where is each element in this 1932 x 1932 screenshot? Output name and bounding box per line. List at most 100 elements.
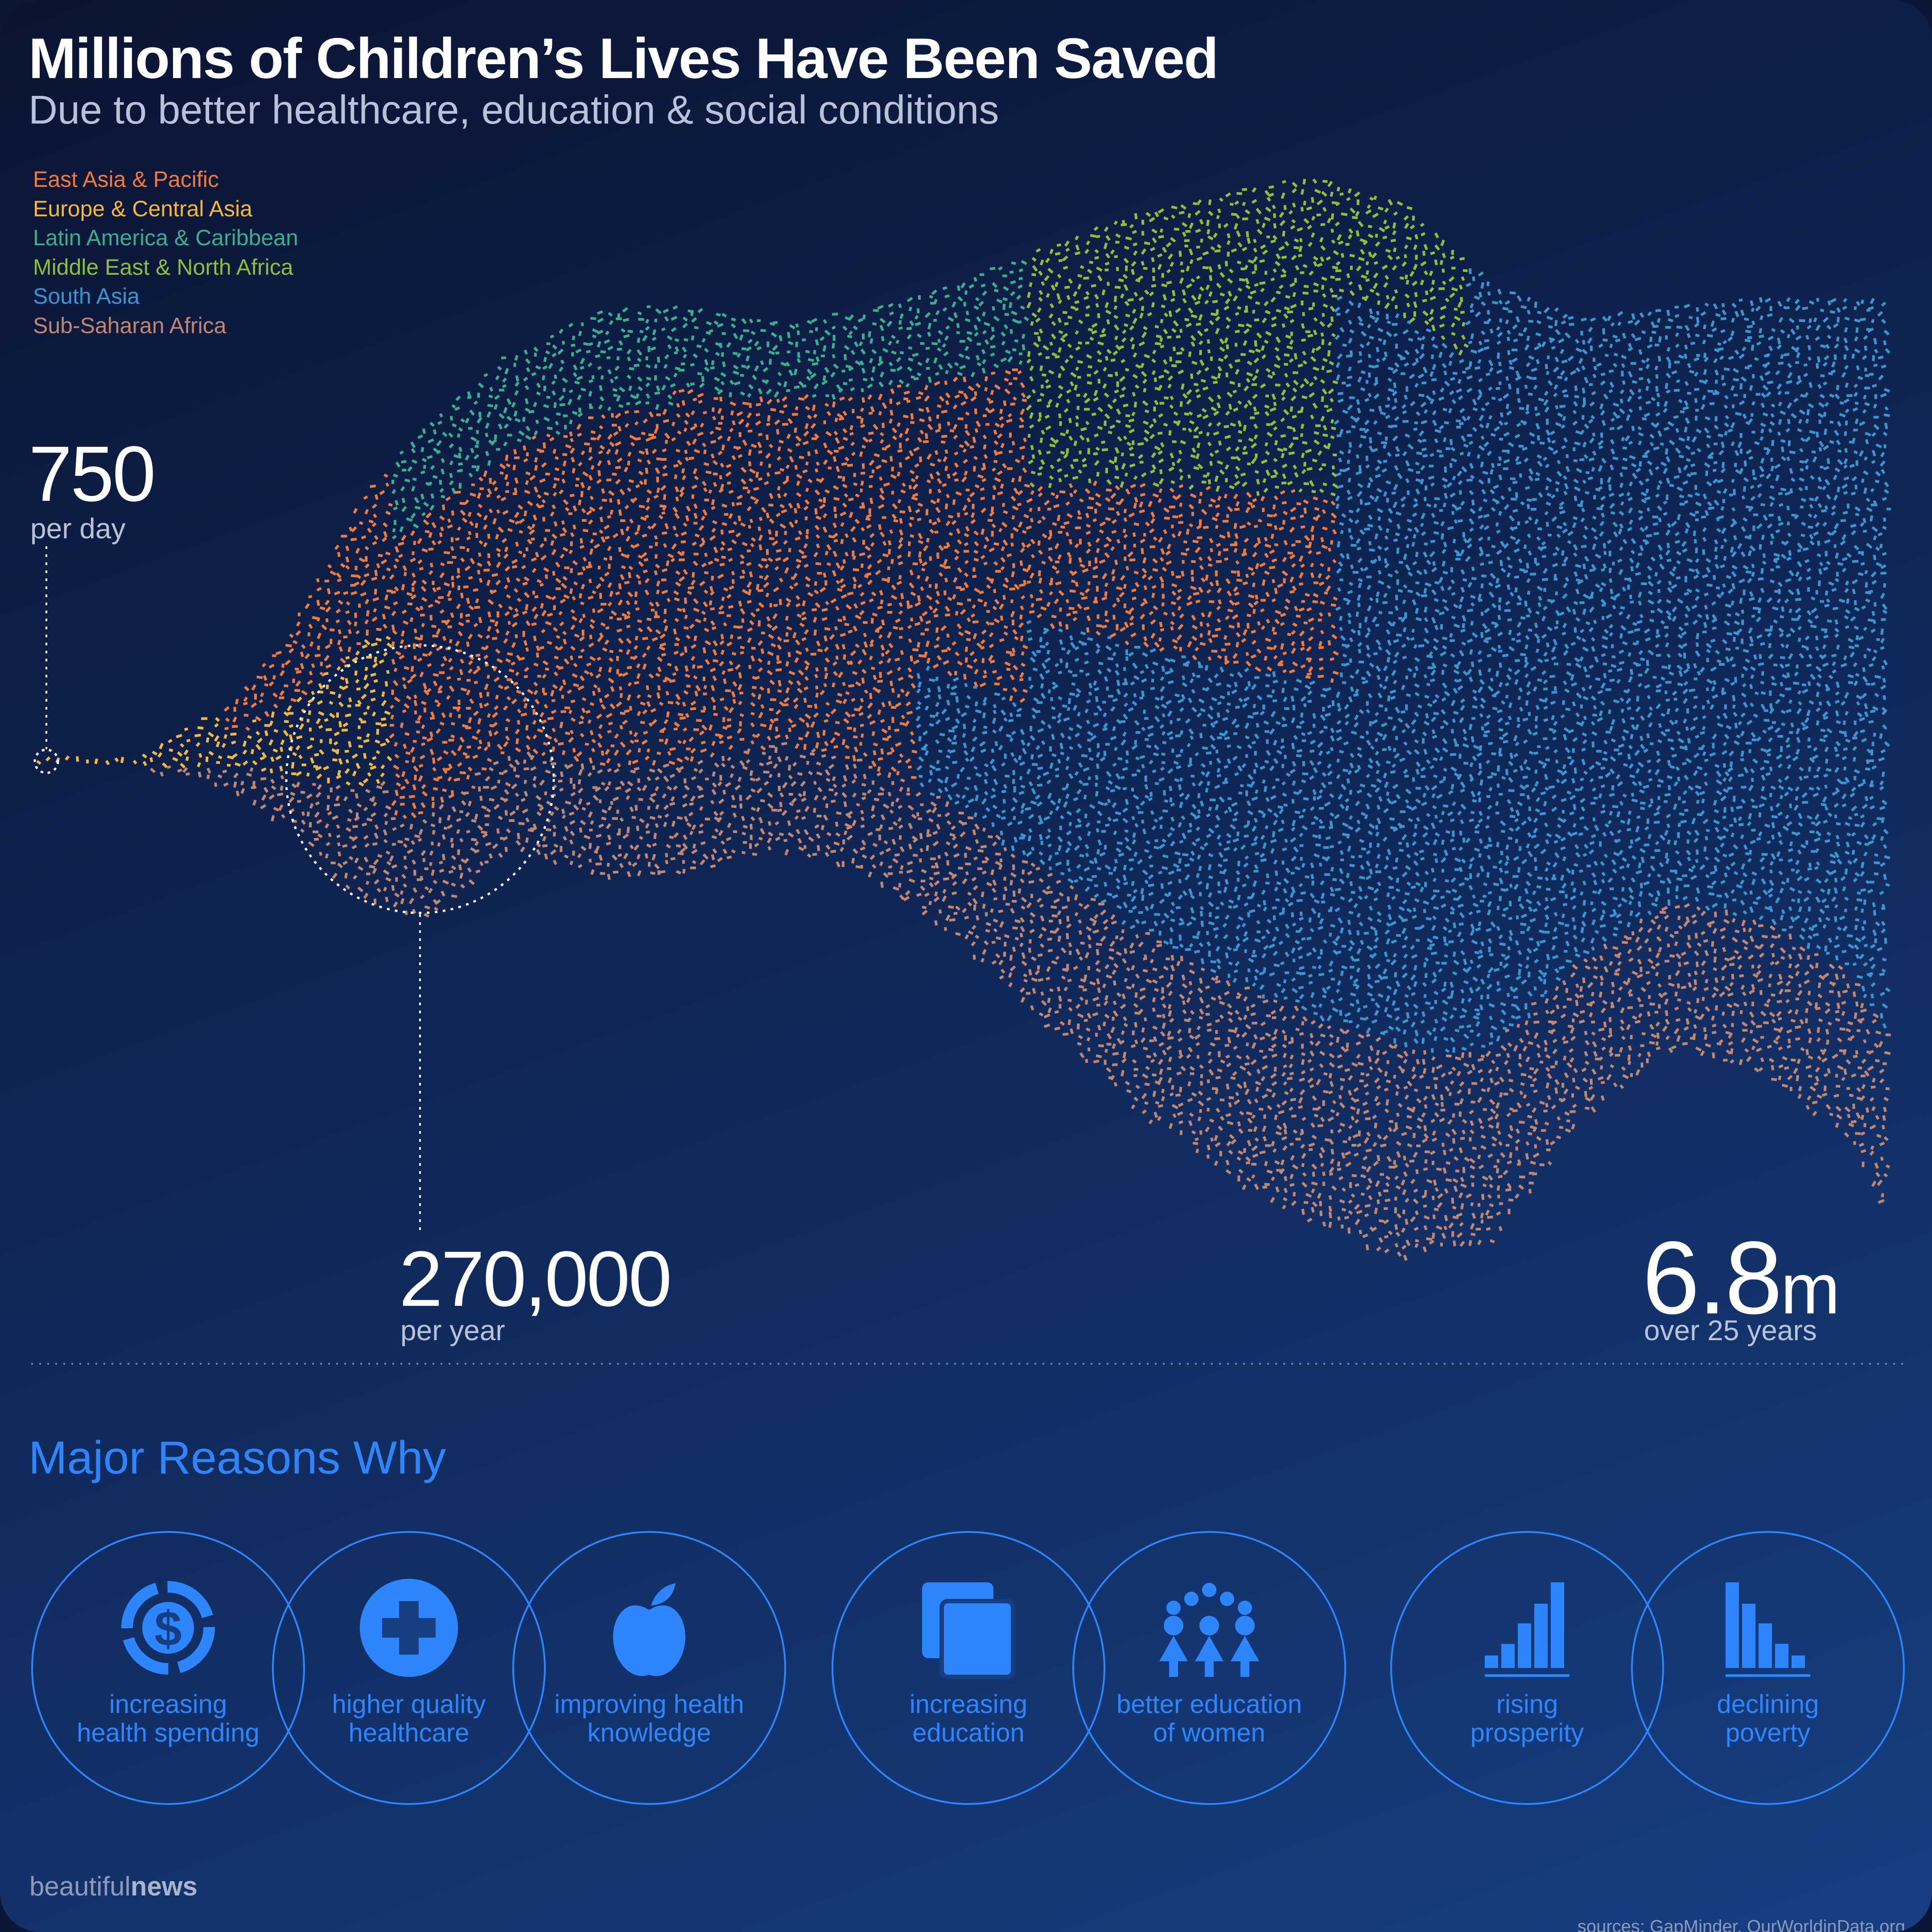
child-dot: [797, 838, 802, 844]
child-dot: [530, 766, 536, 771]
child-dot: [851, 698, 855, 702]
child-dot: [413, 870, 416, 875]
child-dot: [634, 767, 639, 771]
child-dot: [935, 719, 941, 725]
child-dot: [552, 825, 556, 829]
child-dot: [916, 765, 922, 771]
child-dot: [750, 824, 753, 830]
child-dot: [822, 730, 825, 736]
child-dot: [654, 318, 657, 322]
child-dot: [951, 749, 956, 753]
child-dot: [850, 387, 855, 392]
child-dot: [641, 432, 646, 435]
child-dot: [986, 584, 991, 589]
child-dot: [526, 745, 530, 750]
child-dot: [1059, 743, 1063, 749]
child-dot: [960, 401, 967, 406]
child-dot: [347, 818, 351, 822]
child-dot: [650, 816, 655, 820]
child-dot: [619, 387, 625, 392]
child-dot: [543, 761, 547, 764]
child-dot: [831, 800, 836, 803]
child-dot: [577, 412, 583, 417]
child-dot: [573, 372, 577, 377]
child-dot: [149, 757, 153, 762]
child-dot: [1028, 880, 1034, 883]
child-dot: [993, 779, 998, 785]
child-dot: [637, 349, 643, 355]
child-dot: [338, 721, 342, 727]
child-dot: [912, 353, 919, 357]
child-dot: [667, 663, 671, 666]
child-dot: [487, 758, 492, 762]
child-dot: [636, 663, 641, 668]
child-dot: [152, 751, 158, 755]
child-dot: [589, 672, 593, 677]
child-dot: [935, 450, 939, 455]
child-dot: [667, 553, 674, 558]
child-dot: [572, 850, 575, 855]
child-dot: [993, 589, 996, 593]
child-dot: [607, 874, 611, 880]
child-dot: [825, 551, 828, 556]
child-dot: [861, 349, 866, 355]
child-dot: [1030, 912, 1035, 917]
child-dot: [524, 667, 529, 672]
child-dot: [667, 335, 672, 340]
child-dot: [372, 711, 376, 716]
child-dot: [292, 783, 297, 788]
child-dot: [934, 614, 938, 617]
child-dot: [733, 830, 737, 833]
child-dot: [973, 456, 978, 460]
child-dot: [653, 833, 657, 839]
child-dot: [1030, 594, 1034, 599]
child-dot: [1067, 316, 1072, 319]
child-dot: [938, 364, 943, 370]
child-dot: [947, 820, 952, 825]
child-dot: [357, 736, 362, 739]
child-dot: [916, 893, 922, 897]
child-dot: [835, 822, 839, 826]
child-dot: [325, 580, 330, 583]
child-dot: [750, 612, 756, 617]
child-dot: [947, 737, 952, 742]
child-dot: [634, 739, 639, 742]
child-dot: [840, 522, 844, 527]
child-dot: [638, 627, 643, 632]
child-dot: [477, 512, 482, 518]
child-dot: [536, 645, 540, 651]
child-dot: [467, 396, 472, 399]
child-dot: [563, 460, 567, 466]
child-dot: [726, 641, 732, 646]
child-dot: [983, 414, 987, 417]
child-dot: [1019, 776, 1022, 780]
child-dot: [881, 814, 886, 821]
child-dot: [721, 372, 726, 377]
child-dot: [824, 627, 831, 631]
child-dot: [912, 648, 919, 652]
child-dot: [849, 330, 853, 335]
child-dot: [712, 416, 716, 420]
child-dot: [1062, 333, 1068, 339]
child-dot: [671, 543, 677, 550]
child-dot: [639, 836, 643, 840]
child-dot: [423, 502, 429, 507]
child-dot: [674, 512, 680, 519]
child-dot: [578, 462, 583, 466]
child-dot: [342, 844, 347, 848]
child-dot: [721, 649, 725, 655]
child-dot: [545, 529, 550, 532]
child-dot: [1049, 475, 1054, 480]
child-dot: [477, 392, 480, 397]
child-dot: [395, 546, 400, 553]
child-dot: [622, 834, 629, 839]
child-dot: [1009, 433, 1012, 438]
child-dot: [1000, 483, 1004, 489]
child-dot: [982, 290, 987, 296]
child-dot: [726, 855, 732, 859]
child-dot: [671, 421, 676, 426]
child-dot: [843, 718, 849, 724]
child-dot: [788, 832, 794, 838]
child-dot: [1021, 455, 1025, 459]
child-dot: [403, 743, 407, 749]
